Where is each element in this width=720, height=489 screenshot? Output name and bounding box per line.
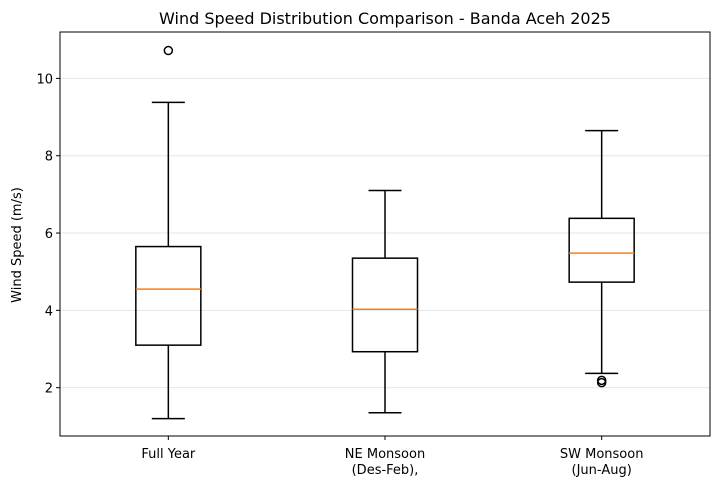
outlier-point: [163, 45, 174, 56]
box-series: [135, 45, 635, 420]
y-axis-ticks: 2 4 6 8 10: [36, 72, 60, 397]
y-axis-label: Wind Speed (m/s): [10, 187, 25, 303]
y-tick-label: 10: [36, 72, 53, 87]
x-axis-ticks: Full Year NE Monsoon(Des-Feb), SW Monsoon(…: [141, 436, 643, 478]
box-group: [351, 189, 419, 414]
box-group: [568, 129, 635, 388]
iqr-box: [568, 217, 635, 283]
y-tick-label: 2: [45, 382, 53, 397]
outlier-point: [596, 377, 607, 388]
chart-title: Wind Speed Distribution Comparison - Ban…: [159, 9, 611, 28]
x-tick-label: (Jun-Aug): [572, 463, 632, 478]
y-tick-label: 6: [45, 227, 53, 242]
x-tick-label: SW Monsoon: [560, 447, 644, 462]
iqr-box: [351, 257, 419, 353]
y-tick-label: 8: [45, 150, 53, 165]
iqr-box: [135, 245, 202, 346]
x-tick-label: (Des-Feb),: [352, 463, 419, 478]
y-tick-label: 4: [45, 304, 53, 319]
x-tick-label: NE Monsoon: [345, 447, 425, 462]
x-tick-label: Full Year: [141, 447, 196, 462]
box-group: [135, 45, 202, 420]
